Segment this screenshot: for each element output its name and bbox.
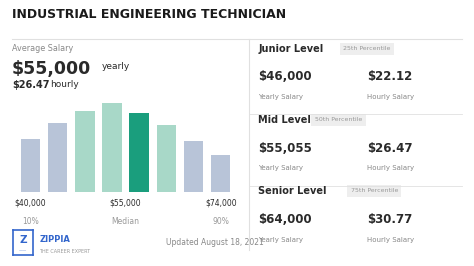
Bar [156, 125, 176, 192]
Text: $30.77: $30.77 [367, 213, 412, 226]
Bar [102, 103, 122, 192]
Text: Yearly Salary: Yearly Salary [258, 94, 303, 101]
Text: 25th Percentile: 25th Percentile [344, 46, 391, 51]
Text: $55,000: $55,000 [110, 198, 141, 207]
Text: Senior Level: Senior Level [258, 186, 327, 196]
Bar [211, 155, 230, 192]
Bar [129, 113, 149, 192]
Text: $55,000: $55,000 [12, 60, 91, 78]
Text: $26.47: $26.47 [12, 80, 49, 90]
Text: 10%: 10% [22, 217, 39, 226]
Text: Mid Level: Mid Level [258, 115, 311, 125]
Text: $74,000: $74,000 [205, 198, 237, 207]
Text: Yearly Salary: Yearly Salary [258, 237, 303, 243]
Text: yearly: yearly [102, 62, 130, 71]
Text: Updated August 18, 2021: Updated August 18, 2021 [166, 238, 264, 247]
Text: ——: —— [19, 249, 27, 253]
Text: Hourly Salary: Hourly Salary [367, 237, 414, 243]
Text: Z: Z [19, 235, 27, 245]
Text: Median: Median [111, 217, 140, 226]
Text: Hourly Salary: Hourly Salary [367, 165, 414, 172]
Bar [184, 141, 203, 192]
Bar [21, 139, 40, 192]
Text: $64,000: $64,000 [258, 213, 312, 226]
Text: INDUSTRIAL ENGINEERING TECHNICIAN: INDUSTRIAL ENGINEERING TECHNICIAN [12, 8, 286, 21]
Text: $55,055: $55,055 [258, 142, 312, 155]
Text: Yearly Salary: Yearly Salary [258, 165, 303, 172]
Text: THE CAREER EXPERT: THE CAREER EXPERT [39, 249, 91, 254]
Bar [48, 123, 67, 192]
Text: Average Salary: Average Salary [12, 44, 73, 53]
Text: Hourly Salary: Hourly Salary [367, 94, 414, 101]
Text: hourly: hourly [50, 80, 79, 89]
Text: ZIPPIA: ZIPPIA [39, 235, 70, 244]
Text: $22.12: $22.12 [367, 70, 412, 84]
Text: 75th Percentile: 75th Percentile [351, 188, 398, 193]
Text: $46,000: $46,000 [258, 70, 312, 84]
Text: $40,000: $40,000 [15, 198, 46, 207]
Text: 90%: 90% [212, 217, 229, 226]
Text: Junior Level: Junior Level [258, 44, 324, 54]
Text: 50th Percentile: 50th Percentile [315, 117, 362, 122]
Text: $26.47: $26.47 [367, 142, 413, 155]
Bar [75, 111, 95, 192]
